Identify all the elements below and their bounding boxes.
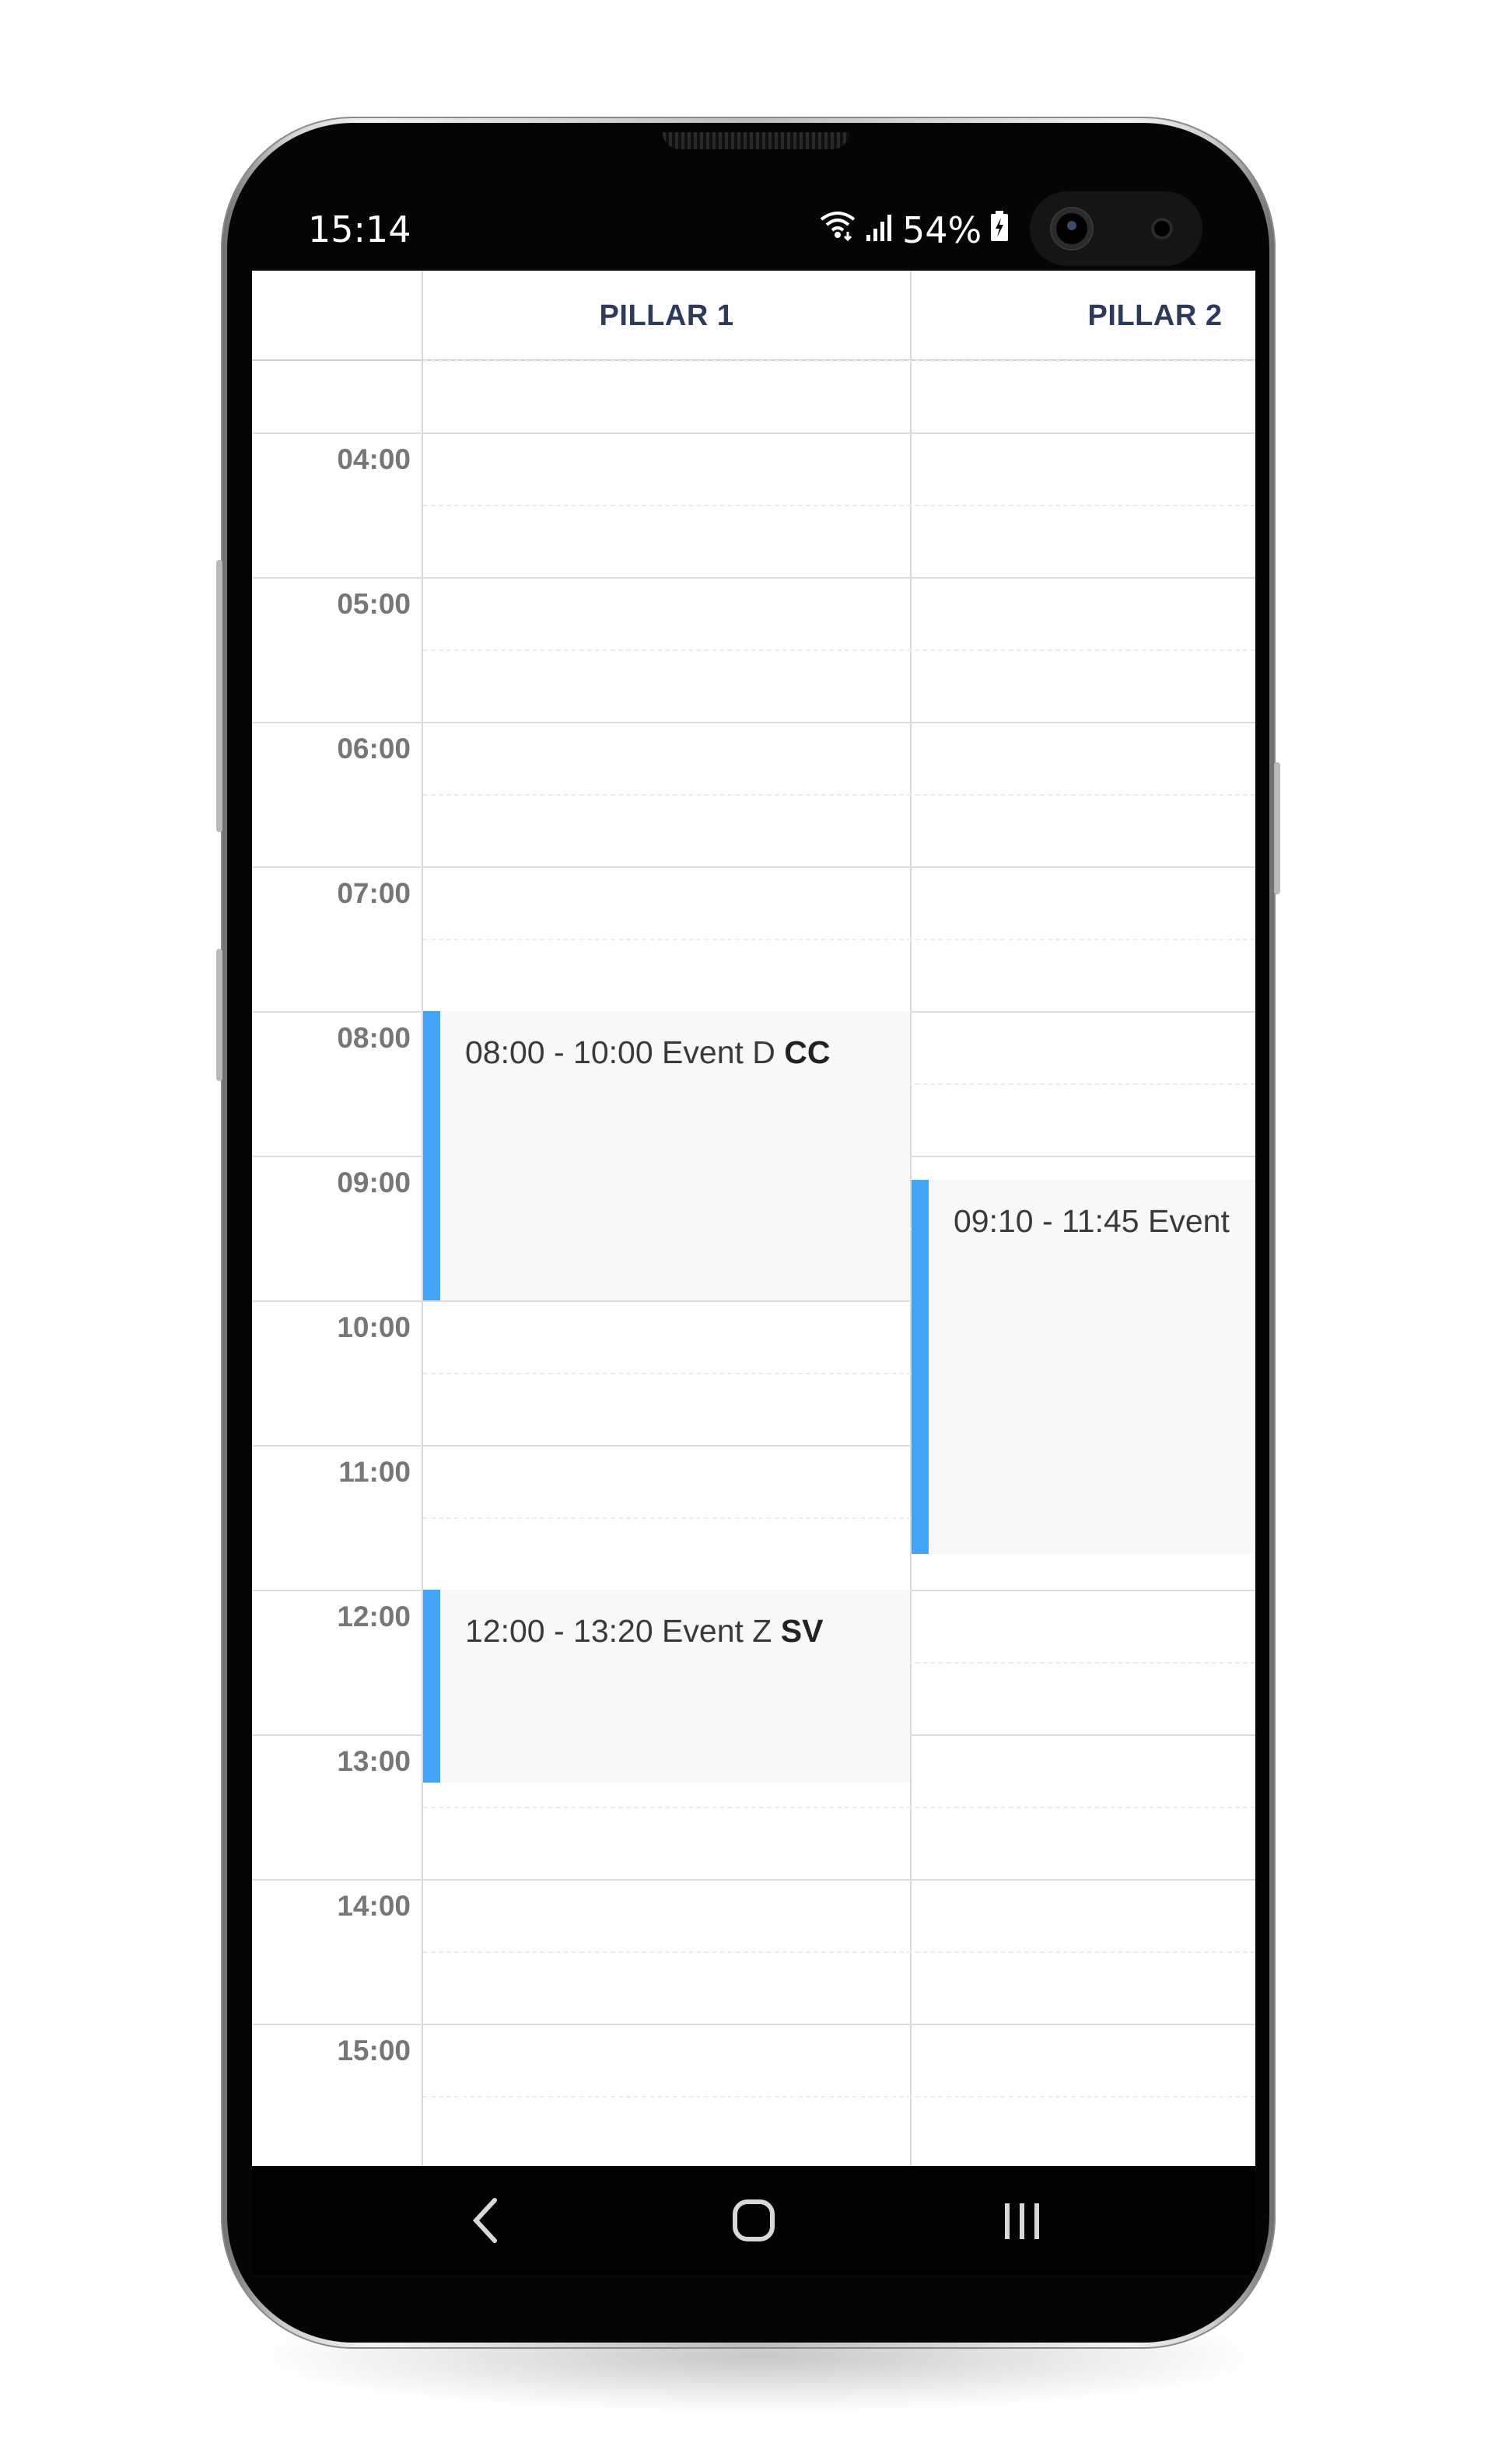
- half-hour-line: [423, 1951, 1255, 1953]
- hour-label: 09:00: [337, 1167, 411, 1199]
- hour-line: [252, 2024, 1255, 2025]
- half-hour-line: [423, 939, 1255, 940]
- hour-label: 15:00: [337, 2035, 411, 2066]
- calendar-event[interactable]: 08:00 - 10:00 Event D CC: [423, 1011, 910, 1300]
- calendar-event[interactable]: 12:00 - 13:20 Event Z SV: [423, 1590, 910, 1783]
- status-icons: 54%: [818, 208, 1010, 251]
- time-axis-divider: [422, 271, 423, 2166]
- hour-line: [252, 722, 1255, 723]
- event-color-bar: [912, 1180, 929, 1554]
- hour-label: 04:00: [337, 443, 411, 475]
- camera-sensor-icon: [1151, 218, 1173, 240]
- hour-label: 05:00: [337, 588, 411, 620]
- hour-label: 14:00: [337, 1890, 411, 1922]
- volume-button: [216, 560, 222, 832]
- hour-label: 07:00: [337, 877, 411, 909]
- home-icon[interactable]: [707, 2166, 800, 2275]
- signal-icon: [865, 209, 894, 251]
- event-time-range: 08:00 - 10:00: [465, 1034, 653, 1070]
- calendar-screen: PILLAR 1 PILLAR 2 04:00 05:00 06:00 07:00 08…: [252, 271, 1255, 2166]
- hour-line: [252, 432, 1255, 434]
- wifi-icon: [818, 208, 857, 251]
- back-icon[interactable]: [439, 2166, 532, 2275]
- event-color-bar: [423, 1590, 440, 1783]
- front-camera: [1030, 191, 1202, 266]
- hour-label: 08:00: [337, 1022, 411, 1054]
- hour-line: [252, 1879, 1255, 1881]
- half-hour-line: [423, 360, 1255, 362]
- half-hour-line: [423, 649, 1255, 651]
- event-time-range: 09:10 - 11:45: [954, 1203, 1139, 1239]
- event-time-range: 12:00 - 13:20: [465, 1613, 653, 1649]
- camera-lens-icon: [1052, 208, 1092, 249]
- battery-text: 54%: [902, 208, 982, 251]
- half-hour-line: [423, 2096, 1255, 2098]
- hour-label: 10:00: [337, 1311, 411, 1343]
- event-title: 09:10 - 11:45 Event: [954, 1203, 1230, 1240]
- status-time: 15:14: [308, 208, 411, 250]
- navigation-bar: [252, 2166, 1255, 2275]
- hour-label: 11:00: [338, 1456, 411, 1488]
- event-name: Event: [1148, 1203, 1230, 1239]
- half-hour-line: [423, 1807, 1255, 1808]
- recent-apps-icon[interactable]: [975, 2166, 1069, 2275]
- battery-charging-icon: [989, 209, 1010, 251]
- hour-line: [252, 1300, 1255, 1302]
- hour-line: [252, 577, 1255, 579]
- power-button: [1274, 762, 1280, 894]
- calendar-event[interactable]: 09:10 - 11:45 Event: [912, 1180, 1255, 1554]
- column-header-pillar-1[interactable]: PILLAR 1: [599, 299, 734, 332]
- half-hour-line: [423, 505, 1255, 506]
- half-hour-line: [423, 1373, 1255, 1374]
- event-name: Event D: [662, 1034, 775, 1070]
- hour-label: 06:00: [337, 733, 411, 765]
- hour-line: [252, 866, 1255, 868]
- status-bar: 15:14 54%: [252, 185, 1255, 271]
- bixby-button: [216, 949, 222, 1081]
- half-hour-line: [423, 794, 1255, 796]
- event-title: 08:00 - 10:00 Event D CC: [465, 1034, 831, 1071]
- event-color-bar: [423, 1011, 440, 1300]
- column-divider: [910, 271, 912, 2166]
- event-title: 12:00 - 13:20 Event Z SV: [465, 1613, 823, 1650]
- event-tag: CC: [784, 1034, 831, 1070]
- hour-line: [252, 1445, 1255, 1447]
- hour-label: 13:00: [337, 1745, 411, 1777]
- event-tag: SV: [780, 1613, 824, 1649]
- event-name: Event Z: [662, 1613, 772, 1649]
- column-header-pillar-2[interactable]: PILLAR 2: [1087, 299, 1223, 332]
- hour-label: 12:00: [337, 1601, 411, 1632]
- half-hour-line: [423, 1517, 1255, 1519]
- earpiece-speaker: [663, 132, 849, 149]
